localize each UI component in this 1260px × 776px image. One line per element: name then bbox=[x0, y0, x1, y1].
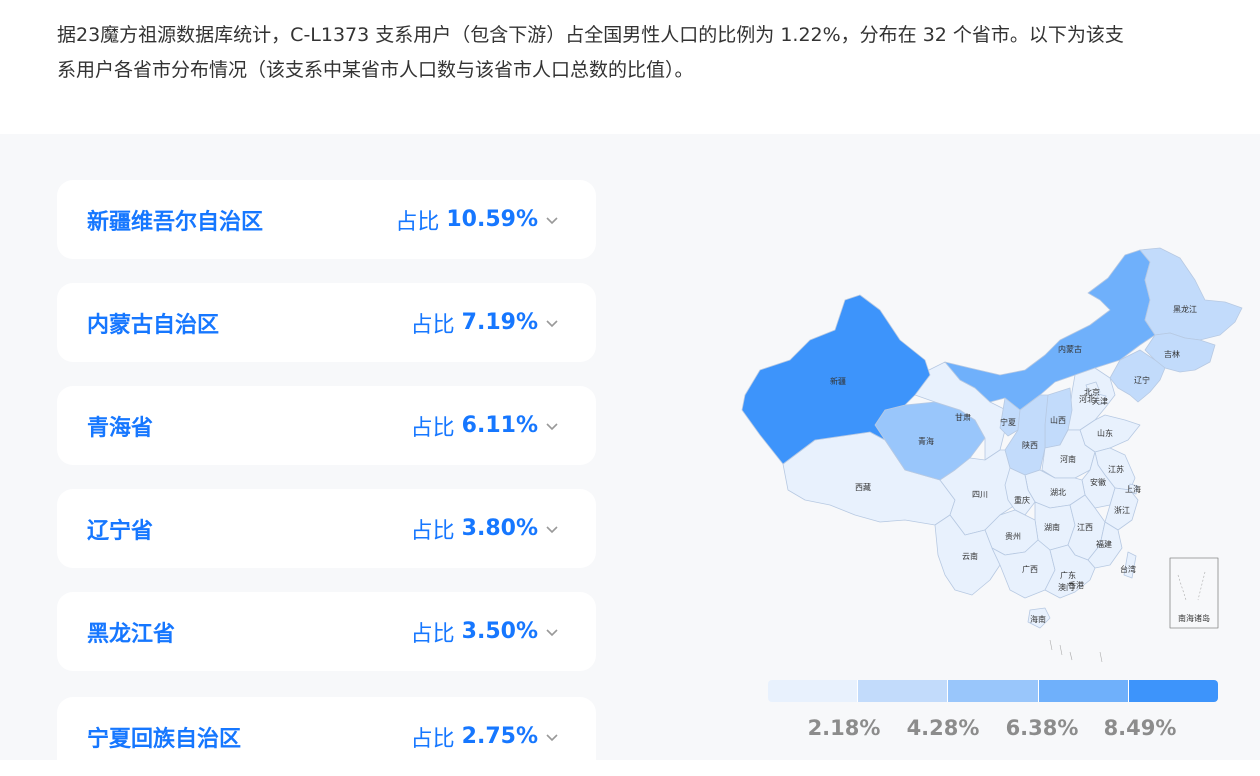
label-henan: 河南 bbox=[1060, 454, 1076, 464]
label-hongkong: 香港 bbox=[1068, 580, 1084, 590]
legend-swatch bbox=[1038, 680, 1129, 702]
card-name: 辽宁省 bbox=[87, 518, 154, 544]
region-fujian[interactable] bbox=[1087, 521, 1123, 569]
card-ratio-prefix: 占比 bbox=[410, 415, 455, 441]
label-sichuan: 四川 bbox=[972, 490, 988, 499]
province-card-liaoning[interactable]: 辽宁省 占比 3.80% bbox=[57, 489, 596, 568]
legend-label: 4.28% bbox=[906, 716, 980, 740]
label-shandong: 山东 bbox=[1097, 428, 1113, 438]
card-ratio-value: 10.59% bbox=[446, 207, 538, 232]
province-card-xinjiang[interactable]: 新疆维吾尔自治区 占比 10.59% bbox=[57, 180, 596, 259]
label-guangxi: 广西 bbox=[1022, 564, 1038, 574]
legend-label: 6.38% bbox=[1005, 716, 1079, 740]
label-shaanxi: 陕西 bbox=[1022, 440, 1038, 450]
legend-label: 2.18% bbox=[807, 716, 881, 740]
region-guangdong[interactable] bbox=[1044, 544, 1096, 599]
card-ratio-prefix: 占比 bbox=[410, 518, 455, 544]
legend-labels: 2.18% 4.28% 6.38% 8.49% bbox=[768, 716, 1218, 746]
label-ningxia: 宁夏 bbox=[1000, 417, 1016, 427]
chevron-down-icon[interactable] bbox=[544, 315, 560, 331]
legend-swatch bbox=[768, 680, 859, 702]
label-zhejiang: 浙江 bbox=[1114, 505, 1130, 515]
label-fujian: 福建 bbox=[1096, 539, 1112, 549]
region-heilongjiang[interactable] bbox=[1139, 247, 1243, 341]
label-hunan: 湖南 bbox=[1044, 522, 1060, 532]
legend-color-scale bbox=[768, 680, 1218, 702]
province-card-heilongjiang[interactable]: 黑龙江省 占比 3.50% bbox=[57, 592, 596, 671]
label-nanhai: 南海诸岛 bbox=[1178, 613, 1210, 623]
card-ratio-prefix: 占比 bbox=[410, 621, 455, 647]
label-guizhou: 贵州 bbox=[1005, 531, 1021, 541]
intro-text: 据23魔方祖源数据库统计，C-L1373 支系用户（包含下游）占全国男性人口的比… bbox=[57, 24, 1124, 81]
label-gansu: 甘肃 bbox=[955, 412, 971, 422]
south-china-sea-inset bbox=[1169, 557, 1219, 629]
region-yunnan[interactable] bbox=[934, 514, 1001, 596]
legend-swatch bbox=[1128, 680, 1218, 702]
label-jiangsu: 江苏 bbox=[1108, 464, 1124, 474]
card-ratio-value: 3.80% bbox=[461, 516, 538, 541]
china-distribution-map: 新疆 西藏 青海 甘肃 内蒙古 黑龙江 吉林 辽宁 北京 天津 河北 山西 陕西… bbox=[730, 240, 1250, 670]
label-liaoning: 辽宁 bbox=[1134, 375, 1150, 385]
label-jiangxi: 江西 bbox=[1077, 523, 1093, 532]
card-name: 黑龙江省 bbox=[87, 621, 176, 647]
label-tianjin: 天津 bbox=[1092, 396, 1108, 406]
card-name: 新疆维吾尔自治区 bbox=[87, 209, 264, 235]
card-ratio-prefix: 占比 bbox=[410, 312, 455, 338]
legend-label: 8.49% bbox=[1103, 716, 1177, 740]
chevron-down-icon[interactable] bbox=[544, 521, 560, 537]
province-card-qinghai[interactable]: 青海省 占比 6.11% bbox=[57, 386, 596, 465]
label-xizang: 西藏 bbox=[855, 482, 871, 492]
label-neimenggu: 内蒙古 bbox=[1058, 344, 1082, 354]
label-hebei: 河北 bbox=[1079, 394, 1095, 404]
card-ratio-prefix: 占比 bbox=[395, 209, 440, 235]
region-xinjiang[interactable] bbox=[741, 294, 931, 465]
chevron-down-icon[interactable] bbox=[544, 212, 560, 228]
label-chongqing: 重庆 bbox=[1014, 495, 1030, 505]
label-shanxi: 山西 bbox=[1050, 415, 1066, 425]
label-hainan: 海南 bbox=[1030, 614, 1046, 624]
chevron-down-icon[interactable] bbox=[544, 624, 560, 640]
label-taiwan: 台湾 bbox=[1120, 564, 1136, 574]
card-ratio-prefix: 占比 bbox=[410, 726, 455, 752]
province-card-ningxia[interactable]: 宁夏回族自治区 占比 2.75% bbox=[57, 697, 596, 776]
label-beijing: 北京 bbox=[1084, 387, 1100, 397]
chevron-down-icon[interactable] bbox=[544, 418, 560, 434]
region-liaoning[interactable] bbox=[1109, 349, 1166, 403]
card-name: 青海省 bbox=[87, 415, 154, 441]
region-tianjin[interactable] bbox=[1095, 393, 1107, 405]
card-name: 宁夏回族自治区 bbox=[87, 726, 242, 752]
label-jilin: 吉林 bbox=[1164, 349, 1180, 359]
card-ratio-value: 3.50% bbox=[461, 619, 538, 644]
label-hubei: 湖北 bbox=[1050, 488, 1066, 497]
legend-swatch bbox=[858, 680, 949, 702]
region-hainan[interactable] bbox=[1027, 607, 1051, 629]
card-name: 内蒙古自治区 bbox=[87, 312, 220, 338]
label-anhui: 安徽 bbox=[1090, 477, 1106, 487]
chevron-down-icon[interactable] bbox=[544, 729, 560, 745]
region-jilin[interactable] bbox=[1144, 332, 1216, 373]
region-taiwan[interactable] bbox=[1123, 551, 1137, 579]
label-shanghai: 上海 bbox=[1125, 484, 1141, 494]
card-ratio-value: 7.19% bbox=[461, 310, 538, 335]
label-heilongjiang: 黑龙江 bbox=[1173, 304, 1197, 314]
label-qinghai: 青海 bbox=[918, 436, 934, 446]
province-card-neimenggu[interactable]: 内蒙古自治区 占比 7.19% bbox=[57, 283, 596, 362]
province-labels: 新疆 西藏 青海 甘肃 内蒙古 黑龙江 吉林 辽宁 北京 天津 河北 山西 陕西… bbox=[830, 304, 1210, 624]
label-macau: 澳门 bbox=[1058, 582, 1074, 592]
legend-swatch bbox=[948, 680, 1039, 702]
label-yunnan: 云南 bbox=[962, 551, 978, 561]
label-guangdong: 广东 bbox=[1060, 570, 1076, 580]
region-beijing[interactable] bbox=[1085, 381, 1101, 397]
card-ratio-value: 2.75% bbox=[461, 724, 538, 749]
card-ratio-value: 6.11% bbox=[461, 413, 538, 438]
label-xinjiang: 新疆 bbox=[830, 376, 846, 386]
